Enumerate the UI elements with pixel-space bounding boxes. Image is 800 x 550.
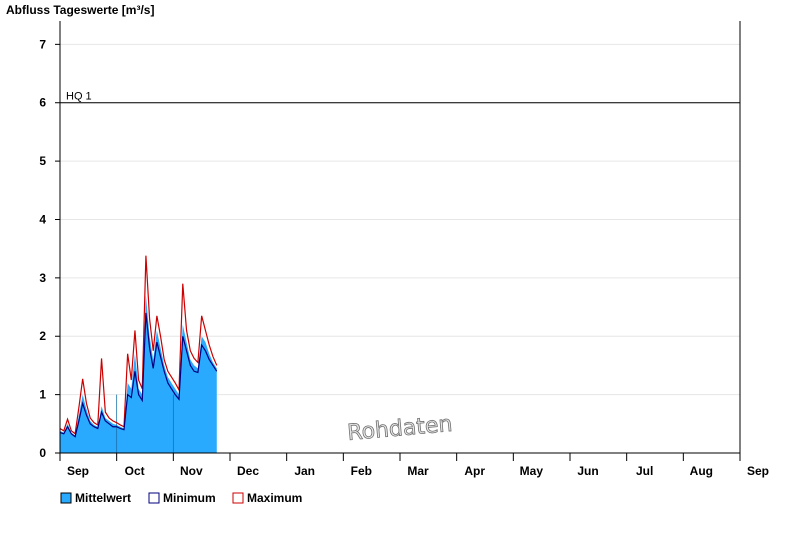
y-tick-label: 3 xyxy=(39,271,46,285)
legend-swatch-minimum xyxy=(148,492,160,504)
x-tick-label: Aug xyxy=(690,464,713,478)
chart-title: Abfluss Tageswerte [m³/s] xyxy=(6,3,154,17)
y-tick-label: 6 xyxy=(39,96,46,110)
y-tick-label: 1 xyxy=(39,388,46,402)
legend: Mittelwert Minimum Maximum xyxy=(60,491,302,505)
axes: 0 1 2 3 4 5 6 7 HQ 1 Sep Oct Nov Dec Jan Feb Mar Apr May J… xyxy=(39,21,769,478)
x-tick-label: Sep xyxy=(67,464,89,478)
x-tick-label: Nov xyxy=(180,464,203,478)
series-minimum-line xyxy=(59,312,218,438)
x-tick-label: Jun xyxy=(577,464,598,478)
x-tick-label: Mar xyxy=(407,464,429,478)
x-tick-label: May xyxy=(520,464,544,478)
legend-swatch-maximum xyxy=(232,492,244,504)
series-mittelwert-area xyxy=(60,295,217,453)
watermark: Rohdaten xyxy=(346,412,453,446)
x-tick-label: Apr xyxy=(464,464,485,478)
x-tick-label: Jan xyxy=(294,464,315,478)
y-tick-label: 5 xyxy=(39,154,46,168)
x-tick-label: Oct xyxy=(125,464,145,478)
y-tick-label: 0 xyxy=(39,446,46,460)
legend-swatch-mittelwert xyxy=(60,492,72,504)
y-tick-label: 2 xyxy=(39,329,46,343)
y-tick-label: 4 xyxy=(39,212,46,226)
x-tick-label: Sep xyxy=(747,464,769,478)
x-tick-label: Jul xyxy=(636,464,653,478)
hq1-label: HQ 1 xyxy=(66,91,92,103)
legend-label-minimum: Minimum xyxy=(163,491,216,505)
x-tick-label: Dec xyxy=(237,464,259,478)
series-layer xyxy=(59,255,218,453)
x-tick-label: Feb xyxy=(351,464,372,478)
series-maximum-line xyxy=(59,255,218,435)
legend-label-maximum: Maximum xyxy=(247,491,302,505)
legend-label-mittelwert: Mittelwert xyxy=(75,491,131,505)
y-tick-label: 7 xyxy=(39,37,46,51)
